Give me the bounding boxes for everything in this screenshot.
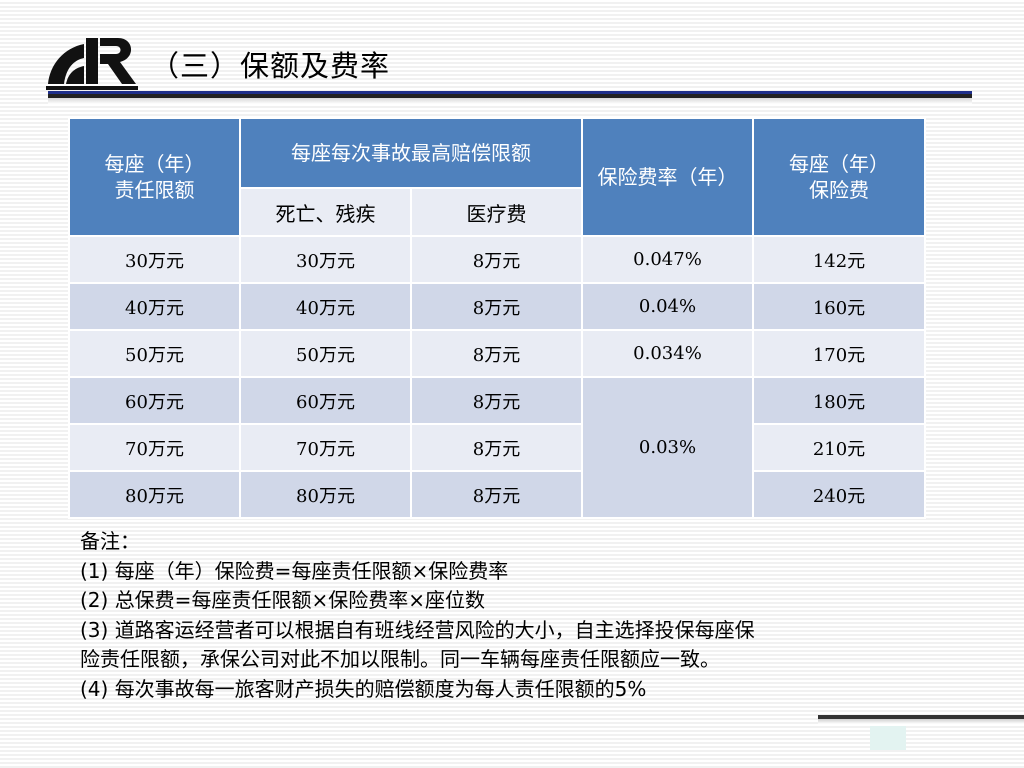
company-logo	[46, 38, 138, 90]
note-line: (4) 每次事故每一旅客财产损失的赔偿额度为每人责任限额的5%	[80, 676, 647, 701]
cell-medical: 8万元	[410, 235, 583, 284]
premium-rate-table: 每座（年） 责任限额 每座每次事故最高赔偿限额 保险费率（年） 每座（年） 保险…	[68, 117, 926, 519]
cell-death: 30万元	[239, 235, 412, 284]
header-per-seat-limit: 每座（年） 责任限额	[68, 117, 241, 237]
cell-premium: 170元	[752, 329, 926, 378]
header-rate: 保险费率（年）	[581, 117, 754, 237]
cell-limit: 60万元	[68, 376, 241, 425]
slide-title: （三）保额及费率	[150, 49, 391, 83]
note-line: 险责任限额，承保公司对此不加以限制。同一车辆每座责任限额应一致。	[80, 647, 720, 671]
note-line: (2) 总保费=每座责任限额×保险费率×座位数	[80, 588, 485, 612]
cell-medical: 8万元	[410, 329, 583, 378]
header-per-accident-max: 每座每次事故最高赔偿限额	[239, 117, 583, 189]
title-underline-shadow	[48, 98, 972, 104]
table-row: 80万元 80万元 8万元 240元	[68, 470, 926, 519]
title-underline-blue	[48, 91, 972, 94]
note-line: (3) 道路客运经营者可以根据自有班线经营风险的大小，自主选择投保每座保	[80, 617, 755, 642]
notes-heading: 备注：	[80, 529, 140, 553]
table-row: 70万元 70万元 8万元 210元	[68, 423, 926, 472]
footer-rule-shadow	[818, 719, 1024, 724]
cell-death: 60万元	[239, 376, 412, 425]
cell-rate: 0.034%	[581, 329, 754, 378]
cell-limit: 80万元	[68, 470, 241, 519]
cell-death: 40万元	[239, 282, 412, 331]
cell-limit: 50万元	[68, 329, 241, 378]
table-row: 50万元 50万元 8万元 0.034% 170元	[68, 329, 926, 378]
cell-limit: 40万元	[68, 282, 241, 331]
title-underline-black	[48, 94, 972, 98]
cell-premium: 180元	[752, 376, 926, 425]
cell-death: 80万元	[239, 470, 412, 519]
cell-rate-merged: 0.03%	[581, 376, 754, 519]
cell-limit: 70万元	[68, 423, 241, 472]
cell-premium: 240元	[752, 470, 926, 519]
table-row: 30万元 30万元 8万元 0.047% 142元	[68, 235, 926, 284]
header-medical: 医疗费	[410, 187, 583, 237]
cell-medical: 8万元	[410, 423, 583, 472]
cell-death: 50万元	[239, 329, 412, 378]
cell-rate: 0.047%	[581, 235, 754, 284]
cell-premium: 142元	[752, 235, 926, 284]
cell-medical: 8万元	[410, 376, 583, 425]
cell-death: 70万元	[239, 423, 412, 472]
note-line: (1) 每座（年）保险费=每座责任限额×保险费率	[80, 558, 509, 583]
footer-decoration	[870, 726, 906, 750]
header-premium: 每座（年） 保险费	[752, 117, 926, 237]
table-row: 60万元 60万元 8万元 0.03% 180元	[68, 376, 926, 519]
cell-premium: 160元	[752, 282, 926, 331]
cell-premium: 210元	[752, 423, 926, 472]
cell-medical: 8万元	[410, 470, 583, 519]
cell-limit: 30万元	[68, 235, 241, 284]
cell-rate: 0.04%	[581, 282, 754, 331]
table-row: 40万元 40万元 8万元 0.04% 160元	[68, 282, 926, 331]
header-death-disability: 死亡、残疾	[239, 187, 412, 237]
notes-block: 备注： (1) 每座（年）保险费=每座责任限额×保险费率 (2) 总保费=每座责…	[80, 527, 960, 704]
cell-medical: 8万元	[410, 282, 583, 331]
footer-rule	[818, 715, 1024, 719]
